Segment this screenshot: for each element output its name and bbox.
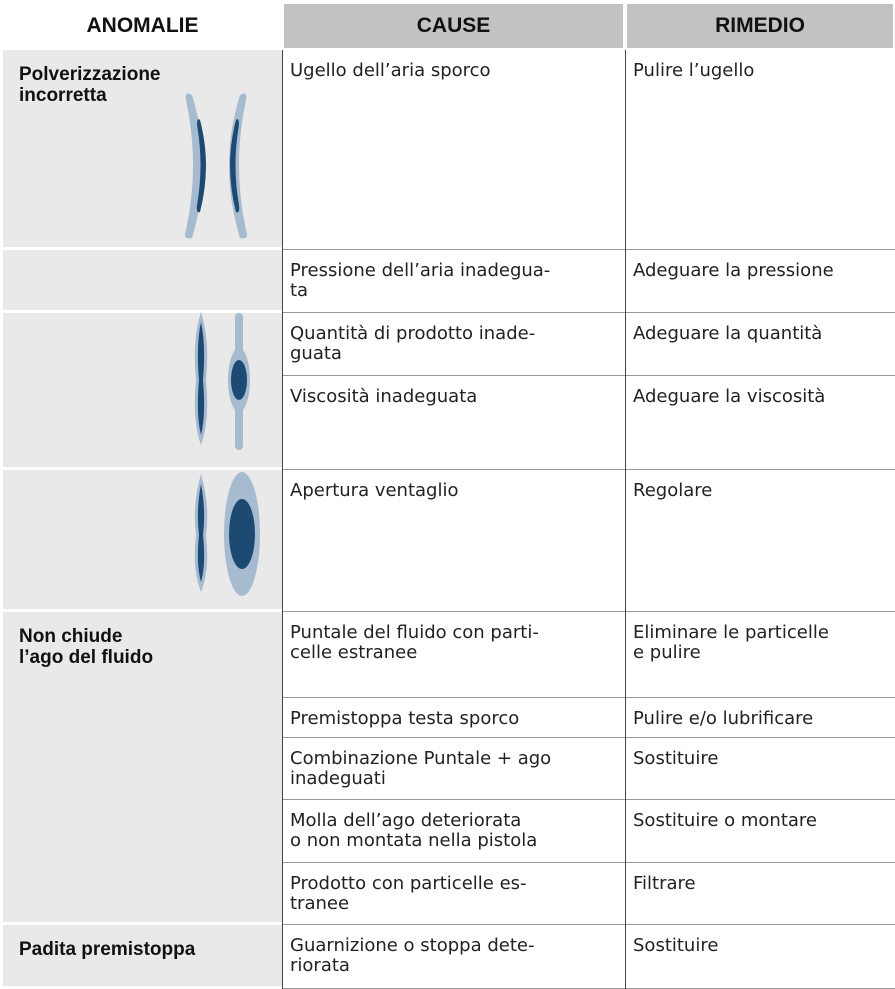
remedy-cell: Pulire l’ugello bbox=[625, 50, 895, 250]
cause-cell: Apertura ventaglio bbox=[282, 470, 625, 612]
remedy-cell: Filtrare bbox=[625, 863, 895, 925]
remedy-cell: Adeguare la quantità bbox=[625, 313, 895, 376]
anomaly-cell bbox=[3, 250, 282, 313]
remedy-cell: Adeguare la pressione bbox=[625, 250, 895, 313]
anomaly-cell: Non chiude l’ago del fluido bbox=[3, 612, 282, 925]
cause-cell: Quantità di prodotto inade- guata bbox=[282, 313, 625, 376]
column-header: CAUSE bbox=[284, 4, 623, 48]
cause-cell: Prodotto con particelle es- tranee bbox=[282, 863, 625, 925]
icon-split-pattern bbox=[184, 93, 248, 239]
remedy-cell: Sostituire o montare bbox=[625, 800, 895, 863]
remedy-cell: Pulire e/o lubrificare bbox=[625, 698, 895, 738]
cause-cell: Puntale del fluido con parti- celle estr… bbox=[282, 612, 625, 698]
icon-fan-patterns bbox=[194, 472, 260, 596]
remedy-cell: Eliminare le particelle e pulire bbox=[625, 612, 895, 698]
cause-cell: Premistoppa testa sporco bbox=[282, 698, 625, 738]
remedy-cell: Adeguare la viscosità bbox=[625, 376, 895, 470]
cause-cell: Molla dell’ago deteriorata o non montata… bbox=[282, 800, 625, 863]
cause-cell: Ugello dell’aria sporco bbox=[282, 50, 625, 250]
column-header: RIMEDIO bbox=[627, 4, 893, 48]
cause-cell: Pressione dell’aria inadegua- ta bbox=[282, 250, 625, 313]
column-header: ANOMALIE bbox=[86, 14, 199, 37]
icon-narrow-patterns bbox=[194, 312, 250, 450]
remedy-cell: Regolare bbox=[625, 470, 895, 612]
anomaly-cell: Padita premistoppa bbox=[3, 925, 282, 989]
cause-cell: Viscosità inadeguata bbox=[282, 376, 625, 470]
remedy-cell: Sostituire bbox=[625, 738, 895, 800]
column-divider bbox=[282, 50, 283, 989]
cause-cell: Combinazione Puntale + ago inadeguati bbox=[282, 738, 625, 800]
column-divider bbox=[625, 50, 626, 989]
